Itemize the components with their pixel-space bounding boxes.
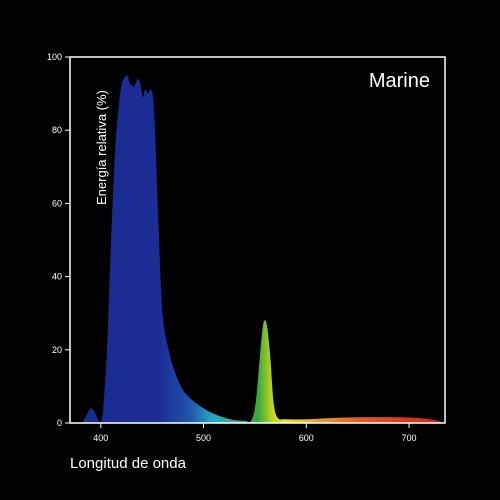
y-axis: 0 20 40 60 80 100 — [47, 52, 70, 428]
x-tick-label: 700 — [402, 433, 417, 443]
y-axis-label: Energía relativa (%) — [94, 90, 109, 205]
y-tick-label: 80 — [52, 125, 62, 135]
y-tick-label: 60 — [52, 198, 62, 208]
x-axis-label: Longitud de onda — [70, 455, 187, 472]
x-tick-label: 600 — [299, 433, 314, 443]
chart-title: Marine — [369, 70, 430, 92]
y-tick-label: 100 — [47, 52, 62, 62]
x-tick-label: 500 — [196, 433, 211, 443]
x-axis: 400 500 600 700 — [93, 423, 417, 443]
spectrum-area — [82, 75, 442, 424]
plot-frame — [69, 56, 446, 424]
y-tick-label: 0 — [57, 418, 62, 428]
y-tick-label: 20 — [52, 345, 62, 355]
plot-area — [82, 75, 442, 424]
x-tick-label: 400 — [93, 433, 108, 443]
y-tick-label: 40 — [52, 272, 62, 282]
